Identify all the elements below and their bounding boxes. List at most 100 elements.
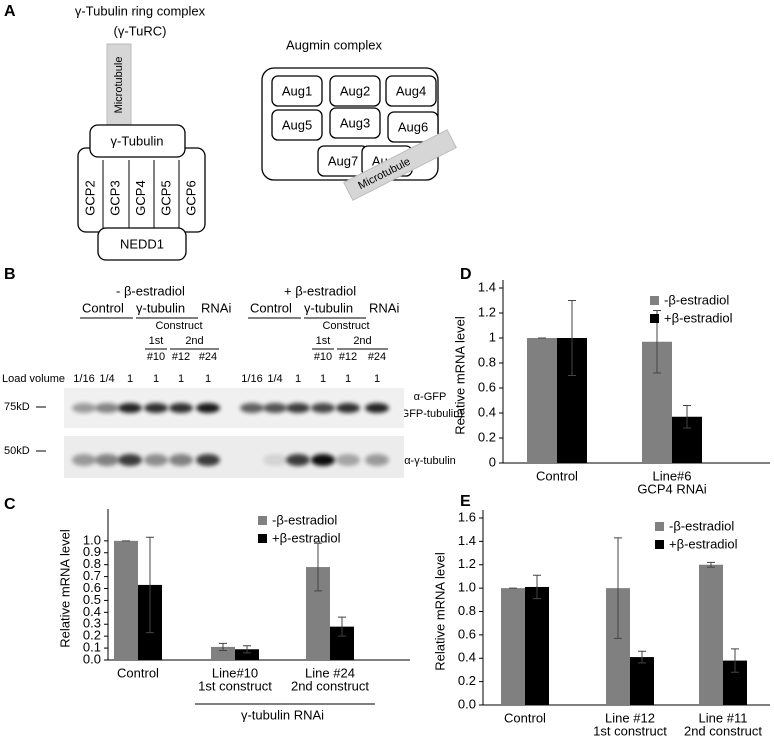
y-axis-label: Relative mRNA level [432,552,447,671]
error-bar [683,405,691,429]
legend-label: -β-estradiol [272,512,337,527]
band [365,403,389,413]
y-tick-label: 0.9 [83,544,101,559]
y-tick-label: 1.4 [478,279,496,294]
gcp-label: GCP5 [158,180,173,215]
gcp-label: GCP6 [184,180,199,215]
legend-swatch [258,516,267,525]
rnai-suffix: RNAi [201,300,231,315]
legend-swatch [655,540,664,549]
y-tick-label: 0.4 [458,650,476,665]
x-tick-label: Control [117,665,159,680]
error-bar [533,574,541,600]
band [196,403,220,413]
gamma-tubulin-box [89,124,186,158]
y-tick-label: 0.4 [478,404,496,419]
y-axis-label: Relative mRNA level [57,529,72,648]
load-label: 1 [295,373,301,385]
aug-label: Aug2 [340,83,370,98]
aug-box [385,75,437,107]
bar [114,540,138,660]
error-bar [338,616,346,637]
band [169,454,193,466]
control-label: Control [250,300,292,315]
y-tick-label: 1.0 [83,532,101,547]
y-tick-label: 1 [489,329,496,344]
aug-label: Aug5 [282,117,312,132]
error-bar [146,536,154,634]
aug-label: Aug6 [398,119,428,134]
band [263,454,287,466]
aug-box [329,75,381,107]
antibody: (GFP-tubulin) [397,408,463,420]
panel-label: C [4,496,16,513]
panel-label: A [4,3,16,20]
band [169,403,193,413]
microtubule-label: Microtubule [113,57,125,114]
x-tick-label: Line#6 [652,468,691,483]
aug-box [387,111,439,143]
aug-label: Aug4 [396,83,426,98]
x-tick-label: GCP4 RNAi [637,481,706,496]
bar [630,657,654,705]
gcp-label: GCP4 [133,180,148,215]
microtubule [106,43,132,127]
legend-label: +β-estradiol [272,530,341,545]
y-tick-label: 0.2 [83,628,101,643]
y-tick-label: 0.6 [478,379,496,394]
x-tick-label: Line#10 [212,665,258,680]
load-label: 1/16 [73,373,94,385]
condition-title: + β-estradiol [284,283,356,298]
y-tick-label: 0.6 [458,626,476,641]
load-label: 1 [205,373,211,385]
y-tick-label: 0.5 [83,592,101,607]
construct: Construct [155,320,202,332]
construct-1: 1st [316,335,331,347]
legend-swatch [650,314,659,323]
error-bar [314,542,322,592]
band [240,403,264,413]
line-label: #24 [368,351,386,363]
y-tick-label: 0.1 [83,640,101,655]
gamma-tubulin: γ-Tubulin [111,133,164,148]
load-label: 1/16 [241,373,262,385]
gcp-label: GCP2 [82,180,97,215]
load-label: 1 [153,373,159,385]
load-label: 1 [178,373,184,385]
error-bar [568,300,576,376]
legend-label: +β-estradiol [664,310,733,325]
error-bar [243,645,251,654]
bar [211,646,235,660]
bar [235,649,259,660]
band [72,403,96,413]
augmin-title: Augmin complex [286,37,383,52]
legend-label: -β-estradiol [669,518,734,533]
legend-label: -β-estradiol [664,292,729,307]
y-tick-label: 0.8 [458,603,476,618]
x-tick-label: Line #11 [699,710,748,725]
control-label: Control [82,300,124,315]
load-label: 1 [320,373,326,385]
band [72,454,96,466]
x-tick-label: Line #12 [605,710,655,725]
band [118,403,142,413]
load-volume: Load volume [2,373,65,385]
band [196,454,220,466]
panel-b: B Load volume 75kD 50kD α-GFP (GFP-tubul… [2,266,463,478]
nedd1: NEDD1 [120,236,164,251]
line-label: #12 [339,351,357,363]
band [263,403,287,413]
line-label: #12 [172,351,190,363]
gcp-label: GCP3 [108,180,123,215]
aug-box [271,75,323,107]
bar [527,338,557,463]
aug-box [271,109,323,141]
aug-label: Aug1 [282,83,312,98]
error-bar [638,650,646,664]
line-label: #10 [314,351,332,363]
y-tick-label: 1.2 [458,556,476,571]
y-tick-label: 0 [489,454,496,469]
antibody: α-GFP [414,391,447,403]
title: γ-Tubulin ring complex [75,3,206,18]
